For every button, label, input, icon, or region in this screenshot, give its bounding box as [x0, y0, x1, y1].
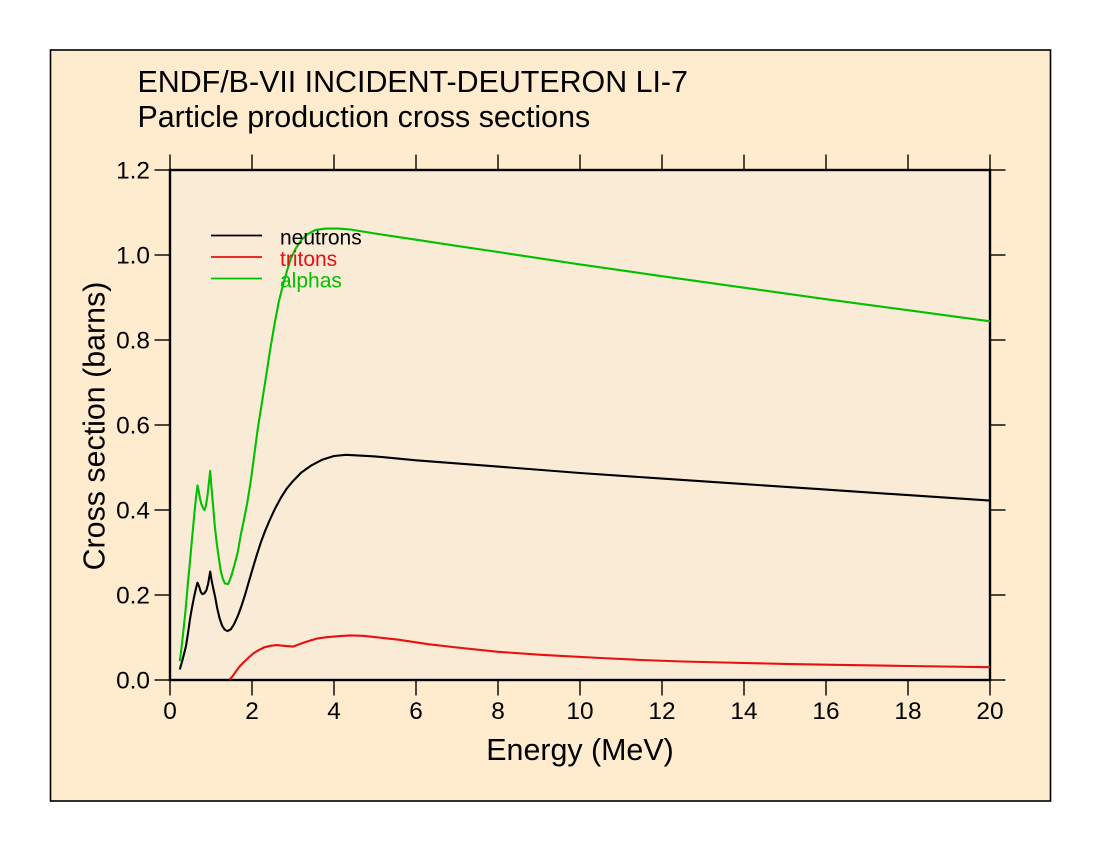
svg-text:2: 2 [245, 698, 259, 725]
svg-text:6: 6 [409, 698, 423, 725]
svg-text:alphas: alphas [280, 270, 342, 293]
svg-text:0.0: 0.0 [116, 668, 150, 695]
svg-text:1.0: 1.0 [116, 243, 150, 270]
svg-text:Cross section (barns): Cross section (barns) [78, 282, 112, 571]
svg-text:neutrons: neutrons [280, 227, 362, 250]
svg-text:10: 10 [566, 698, 593, 725]
svg-text:tritons: tritons [280, 248, 337, 271]
svg-text:16: 16 [812, 698, 839, 725]
svg-text:1.2: 1.2 [116, 158, 150, 185]
svg-text:ENDF/B-VII INCIDENT-DEUTERON L: ENDF/B-VII INCIDENT-DEUTERON LI-7 [138, 65, 688, 99]
svg-text:4: 4 [327, 698, 341, 725]
svg-text:0: 0 [163, 698, 177, 725]
svg-text:0.6: 0.6 [116, 413, 150, 440]
svg-text:20: 20 [976, 698, 1003, 725]
svg-text:8: 8 [491, 698, 505, 725]
svg-text:0.4: 0.4 [116, 498, 150, 525]
svg-text:Energy (MeV): Energy (MeV) [486, 733, 673, 767]
svg-text:0.8: 0.8 [116, 328, 150, 355]
svg-text:12: 12 [648, 698, 675, 725]
svg-text:14: 14 [730, 698, 757, 725]
svg-text:18: 18 [894, 698, 921, 725]
svg-text:Particle production cross sect: Particle production cross sections [138, 100, 591, 134]
svg-text:0.2: 0.2 [116, 583, 150, 610]
